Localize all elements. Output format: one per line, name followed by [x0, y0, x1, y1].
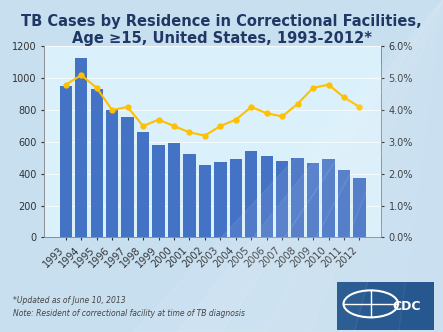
Bar	[323, 159, 335, 237]
Bar	[137, 132, 149, 237]
Bar	[307, 163, 319, 237]
Bar	[229, 159, 242, 237]
Bar	[168, 143, 180, 237]
Bar	[60, 86, 72, 237]
Bar	[354, 178, 365, 237]
Bar	[245, 151, 257, 237]
Text: TB Cases by Residence in Correctional Facilities,: TB Cases by Residence in Correctional Fa…	[21, 14, 422, 29]
Bar	[338, 170, 350, 237]
Legend: No. of Cases, Percent of Total Cases: No. of Cases, Percent of Total Cases	[78, 330, 307, 332]
Text: CDC: CDC	[392, 300, 421, 313]
Bar	[121, 117, 134, 237]
Bar	[276, 161, 288, 237]
Bar	[75, 58, 87, 237]
Text: Age ≥15, United States, 1993-2012*: Age ≥15, United States, 1993-2012*	[71, 31, 372, 46]
Bar	[106, 110, 118, 237]
Bar	[260, 156, 273, 237]
Text: *Updated as of June 10, 2013: *Updated as of June 10, 2013	[13, 296, 126, 305]
Bar	[199, 165, 211, 237]
Text: Note: Resident of correctional facility at time of TB diagnosis: Note: Resident of correctional facility …	[13, 309, 245, 318]
Bar	[90, 89, 103, 237]
Bar	[183, 154, 196, 237]
Bar	[291, 158, 304, 237]
Bar	[152, 145, 165, 237]
Bar	[214, 162, 226, 237]
